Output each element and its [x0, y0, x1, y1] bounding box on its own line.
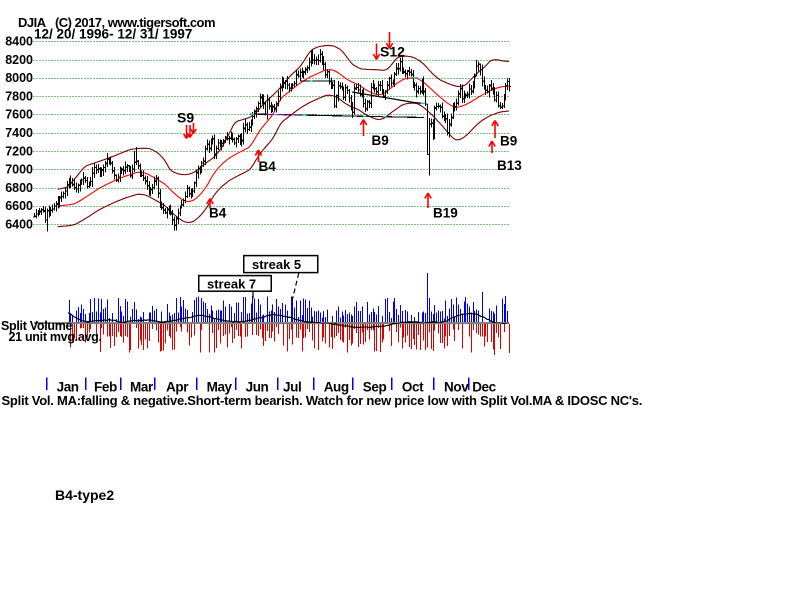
svg-text:streak 5: streak 5	[252, 257, 301, 272]
svg-text:7200: 7200	[5, 144, 33, 158]
svg-text:Mar: Mar	[130, 380, 154, 395]
svg-text:B9: B9	[500, 134, 517, 149]
svg-text:streak 7: streak 7	[207, 277, 256, 292]
svg-text:Dec: Dec	[472, 380, 496, 395]
svg-text:7600: 7600	[5, 108, 33, 122]
svg-text:S12: S12	[380, 44, 405, 60]
svg-text:7800: 7800	[5, 89, 33, 103]
svg-text:B4-type2: B4-type2	[55, 487, 114, 503]
svg-text:Split Volume: Split Volume	[1, 319, 73, 333]
svg-text:S9: S9	[177, 110, 194, 126]
svg-text:8000: 8000	[5, 71, 33, 85]
svg-text:Nov: Nov	[444, 380, 469, 395]
svg-text:DJIA (C) 2017, www.tigersoft: DJIA (C) 2017, www.tigersoft.com	[18, 15, 215, 30]
svg-text:12/ 20/ 1996- 12/ 31/ 1997: 12/ 20/ 1996- 12/ 31/ 1997	[34, 27, 192, 42]
svg-text:Jul: Jul	[283, 380, 301, 395]
svg-text:8400: 8400	[5, 35, 33, 49]
svg-text:Apr: Apr	[166, 380, 189, 395]
svg-text:6800: 6800	[5, 181, 33, 195]
svg-text:Oct: Oct	[402, 380, 424, 395]
svg-text:Jun: Jun	[246, 380, 269, 395]
svg-text:8200: 8200	[5, 53, 33, 67]
svg-text:B13: B13	[497, 158, 522, 173]
svg-text:Jan: Jan	[57, 380, 79, 395]
svg-text:21 unit mvg.avg.: 21 unit mvg.avg.	[9, 330, 102, 344]
svg-text:Sep: Sep	[363, 380, 387, 395]
svg-text:7400: 7400	[5, 126, 33, 140]
svg-text:Split Vol. MA:falling & negati: Split Vol. MA:falling & negative.Short-t…	[2, 393, 643, 408]
svg-text:6400: 6400	[5, 218, 33, 232]
svg-text:Feb: Feb	[94, 380, 117, 395]
svg-text:May: May	[207, 380, 233, 395]
svg-text:B4: B4	[259, 159, 277, 174]
svg-text:7000: 7000	[5, 163, 33, 177]
svg-text:B9: B9	[372, 133, 389, 148]
svg-text:B19: B19	[433, 206, 458, 221]
svg-text:Aug: Aug	[324, 380, 349, 395]
svg-text:6600: 6600	[5, 199, 33, 213]
svg-text:B4: B4	[209, 206, 227, 221]
